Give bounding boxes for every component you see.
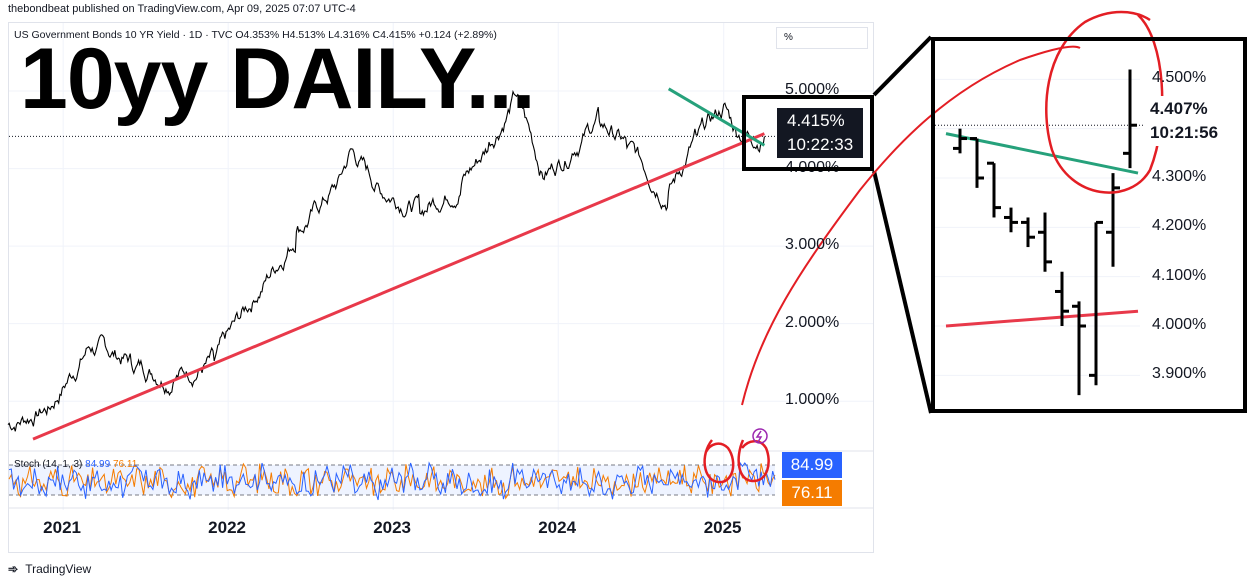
hand-drawn-circle-stoch [703,439,735,484]
chart-panel [8,22,874,553]
stoch-legend: Stoch (14, 1, 3) 84.99 76.11 [14,459,137,470]
zoom-y-tick-label: 4.100% [1152,266,1207,284]
resistance-trendline [667,87,766,147]
publish-credit: thebondbeat published on TradingView.com… [8,3,356,15]
zoom-y-tick-label: 3.900% [1152,365,1207,383]
hand-drawn-circle-stoch [737,439,770,483]
zoom-connector-bottom [872,170,933,414]
tradingview-logo-icon: ➾ [8,562,19,576]
alert-bolt-icon [755,430,763,443]
stoch-legend-title: Stoch (14, 1, 3) [14,459,83,470]
price-callout-box [742,95,874,171]
y-tick-label: 5.000% [785,81,840,99]
stoch-k-line [8,461,776,501]
footer-brand: ➾ TradingView [8,562,91,576]
stoch-d-value: 76.11 [782,480,842,506]
x-tick-label: 2021 [43,518,81,537]
y-tick-label: 1.000% [785,391,840,409]
percent-scale-button[interactable]: % [776,27,868,49]
zoom-y-tick-label: 4.200% [1152,217,1207,235]
zoom-price-label: 4.407% 10:21:56 [1146,96,1232,146]
x-tick-label: 2025 [703,518,742,537]
x-tick-label: 2024 [538,518,577,537]
bar-countdown: 10:22:33 [787,135,854,154]
hand-drawn-arrow [741,45,1081,406]
support-trendline [32,132,765,441]
alert-bolt-icon [752,428,768,444]
stoch-legend-k: 84.99 [85,459,111,470]
x-tick-label: 2023 [373,518,412,537]
x-tick-label: 2022 [208,518,246,537]
footer-brand-name: TradingView [25,562,92,576]
last-price-value: 4.415% [787,111,845,130]
zoom-inset-frame [931,37,1247,413]
zoom-support-trendline [945,309,1139,328]
stoch-d-line [8,462,776,500]
yield-series-line [7,89,765,432]
zoom-y-tick-label: 4.000% [1152,316,1207,333]
zoom-y-tick-label: 4.500% [1152,69,1207,87]
zoom-price-value: 4.407% [1150,99,1208,118]
y-tick-label: 3.000% [785,236,840,254]
annotation-title: 10yy DAILY... [20,31,535,127]
y-tick-label: 2.000% [785,313,840,331]
zoom-countdown: 10:21:56 [1150,123,1219,142]
stoch-legend-d: 76.11 [112,459,138,470]
symbol-legend: US Government Bonds 10 YR Yield · 1D · T… [14,29,497,41]
zoom-connector-top [872,35,933,97]
last-price-label: 4.415% 10:22:33 [777,108,863,158]
zoom-y-tick-label: 4.300% [1152,168,1207,185]
stoch-k-value: 84.99 [782,452,842,478]
